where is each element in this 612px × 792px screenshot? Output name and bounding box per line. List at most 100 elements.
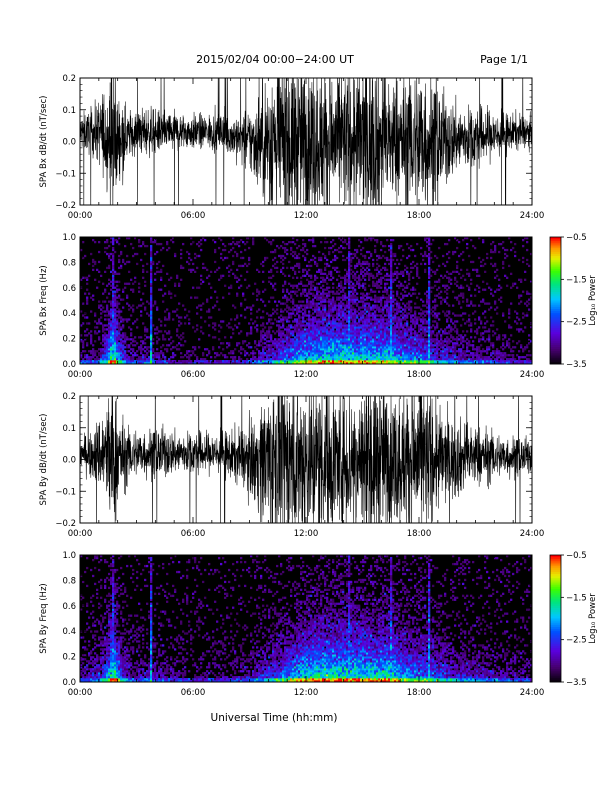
spectrogram-cell xyxy=(424,328,427,331)
spectrogram-cell xyxy=(354,358,357,361)
spectrogram-cell xyxy=(274,354,277,357)
spectrogram-cell xyxy=(324,304,327,307)
spectrogram-cell xyxy=(348,300,351,303)
spectrogram-cell xyxy=(358,284,361,287)
spectrogram-cell xyxy=(80,340,83,343)
spectrogram-cell xyxy=(382,318,385,321)
spectrogram-cell xyxy=(366,328,369,331)
spectrogram-cell xyxy=(390,278,393,281)
spectrogram-cell xyxy=(100,308,103,311)
spectrogram-cell xyxy=(116,280,119,283)
spectrogram-cell xyxy=(222,360,225,363)
spectrogram-cell xyxy=(336,310,339,313)
spectrogram-cell xyxy=(304,356,307,359)
spectrogram-cell xyxy=(380,240,383,244)
spectrogram-cell xyxy=(428,288,431,291)
spectrogram-cell xyxy=(362,260,365,264)
spectrogram-cell xyxy=(388,278,391,281)
spectrogram-cell xyxy=(304,244,307,248)
spectrogram-cell xyxy=(310,282,313,285)
spectrogram-cell xyxy=(318,312,321,315)
spectrogram-cell xyxy=(112,354,115,357)
spectrogram-cell xyxy=(394,358,397,361)
spectrogram-cell xyxy=(412,260,415,264)
spectrogram-cell xyxy=(108,344,111,347)
spectrogram-cell xyxy=(416,352,419,355)
spectrogram-cell xyxy=(364,316,367,319)
spectrogram-cell xyxy=(286,332,289,335)
spectrogram-cell xyxy=(440,354,443,357)
spectrogram-cell xyxy=(96,356,99,359)
spectrogram-cell xyxy=(326,258,329,262)
spectrogram-cell xyxy=(368,268,371,272)
spectrogram-cell xyxy=(268,346,271,349)
spectrogram-cell xyxy=(342,362,345,364)
spectrogram-cell xyxy=(326,294,329,297)
spectrogram-cell xyxy=(152,350,155,353)
spectrogram-cell xyxy=(116,322,119,325)
spectrogram-cell xyxy=(354,314,357,317)
spectrogram-cell xyxy=(104,334,107,337)
spectrogram-cell xyxy=(312,302,315,305)
spectrogram-cell xyxy=(368,354,371,357)
spectrogram-cell xyxy=(362,336,365,339)
spectrogram-cell xyxy=(330,362,333,364)
spectrogram-cell xyxy=(386,336,389,339)
spectrogram-cell xyxy=(338,328,341,331)
spectrogram-cell xyxy=(350,322,353,325)
spectrogram-cell xyxy=(170,296,173,299)
spectrogram-cell xyxy=(378,342,381,345)
spectrogram-cell xyxy=(224,356,227,359)
spectrogram-cell xyxy=(296,290,299,293)
spectrogram-cell xyxy=(164,338,167,341)
spectrogram-cell xyxy=(344,308,347,311)
spectrogram-cell xyxy=(394,354,397,357)
spectrogram-cell xyxy=(162,294,165,297)
spectrogram-cell xyxy=(294,350,297,353)
spectrogram-cell xyxy=(270,344,273,347)
spectrogram-cell xyxy=(232,246,235,250)
spectrogram-cell xyxy=(320,334,323,337)
spectrogram-cell xyxy=(276,358,279,361)
spectrogram-cell xyxy=(382,296,385,299)
spectrogram-cell xyxy=(362,350,365,353)
spectrogram-cell xyxy=(274,318,277,321)
spectrogram-cell xyxy=(402,274,405,277)
spectrogram-cell xyxy=(144,284,147,287)
spectrogram-cell xyxy=(388,338,391,341)
spectrogram-cell xyxy=(404,354,407,357)
spectrogram-cell xyxy=(342,340,345,343)
spectrogram-cell xyxy=(302,320,305,323)
spectrogram-cell xyxy=(426,354,429,357)
spectrogram-cell xyxy=(328,352,331,355)
spectrogram-cell xyxy=(338,326,341,329)
spectrogram-cell xyxy=(92,362,95,364)
spectrogram-cell xyxy=(306,340,309,343)
spectrogram-cell xyxy=(386,334,389,337)
spectrogram-cell xyxy=(242,362,245,364)
spectrogram-cell xyxy=(366,358,369,361)
spectrogram-cell xyxy=(328,264,331,268)
spectrogram-cell xyxy=(366,296,369,299)
spectrogram-cell xyxy=(448,250,451,254)
spectrogram-cell xyxy=(156,250,159,254)
spectrogram-cell xyxy=(272,250,275,254)
spectrogram-cell xyxy=(128,338,131,341)
spectrogram-cell xyxy=(310,238,313,242)
spectrogram-cell xyxy=(168,338,171,341)
spectrogram-cell xyxy=(442,360,445,363)
spectrogram-cell xyxy=(396,334,399,337)
spectrogram-cell xyxy=(358,238,361,242)
spectrogram-cell xyxy=(422,328,425,331)
spectrogram-cell xyxy=(282,322,285,325)
spectrogram-cell xyxy=(414,342,417,345)
spectrogram-cell xyxy=(374,346,377,349)
spectrogram-cell xyxy=(276,304,279,307)
spectrogram-cell xyxy=(292,284,295,287)
spectrogram-cell xyxy=(362,276,365,279)
spectrogram-cell xyxy=(344,348,347,351)
spectrogram-cell xyxy=(398,344,401,347)
spectrogram-cell xyxy=(400,332,403,335)
spectrogram-cell xyxy=(318,318,321,321)
spectrogram-cell xyxy=(390,254,393,258)
